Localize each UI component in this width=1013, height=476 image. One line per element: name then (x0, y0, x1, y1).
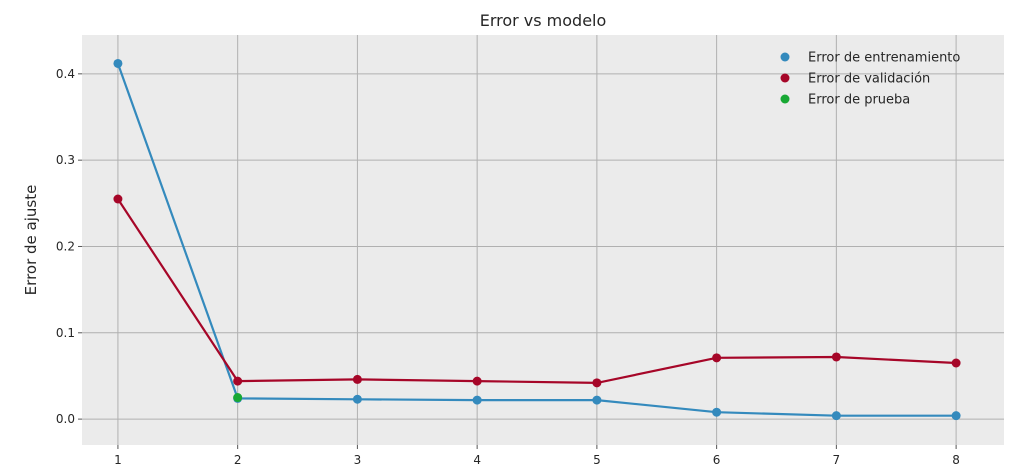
chart-title: Error vs modelo (480, 11, 607, 30)
series-error-de-prueba (233, 393, 243, 403)
data-point (113, 194, 123, 204)
data-point (592, 395, 602, 405)
x-tick-label: 6 (713, 453, 721, 467)
y-axis-label: Error de ajuste (22, 185, 40, 296)
x-tick-label: 3 (354, 453, 362, 467)
data-point (831, 411, 841, 421)
data-point (233, 376, 243, 386)
x-tick-label: 7 (833, 453, 841, 467)
data-point (592, 378, 602, 388)
data-point (951, 411, 961, 421)
x-tick-label: 2 (234, 453, 242, 467)
series-line (116, 198, 957, 384)
data-point (472, 395, 482, 405)
legend-label: Error de entrenamiento (808, 51, 960, 66)
x-tick-label: 8 (952, 453, 960, 467)
data-point (352, 374, 362, 384)
y-tick-label: 0.4 (56, 67, 75, 81)
y-tick-labels: 0.0 0.1 0.2 0.3 0.4 (56, 67, 82, 426)
x-tick-label: 4 (473, 453, 481, 467)
data-point (113, 58, 123, 68)
legend: Error de entrenamiento Error de validació… (780, 51, 960, 108)
x-tick-label: 1 (114, 453, 122, 467)
series-error-de-entrenamiento (113, 58, 961, 421)
y-tick-label: 0.1 (56, 326, 75, 340)
legend-marker (780, 94, 790, 104)
data-point (831, 352, 841, 362)
x-tick-labels: 1 2 3 4 5 6 7 8 (114, 445, 960, 467)
legend-marker (780, 73, 790, 83)
data-point (951, 358, 961, 368)
x-tick-label: 5 (593, 453, 601, 467)
series-line (116, 63, 957, 417)
data-point (352, 394, 362, 404)
grid (82, 35, 1004, 445)
y-tick-label: 0.2 (56, 239, 75, 253)
data-point (712, 407, 722, 417)
data-point (472, 376, 482, 386)
series-group (113, 58, 961, 421)
legend-marker (780, 52, 790, 62)
legend-label: Error de prueba (808, 93, 910, 108)
y-tick-label: 0.3 (56, 153, 75, 167)
legend-label: Error de validación (808, 72, 930, 87)
y-tick-label: 0.0 (56, 412, 75, 426)
series-error-de-validacion (113, 194, 961, 388)
data-point (233, 393, 243, 403)
data-point (712, 353, 722, 363)
